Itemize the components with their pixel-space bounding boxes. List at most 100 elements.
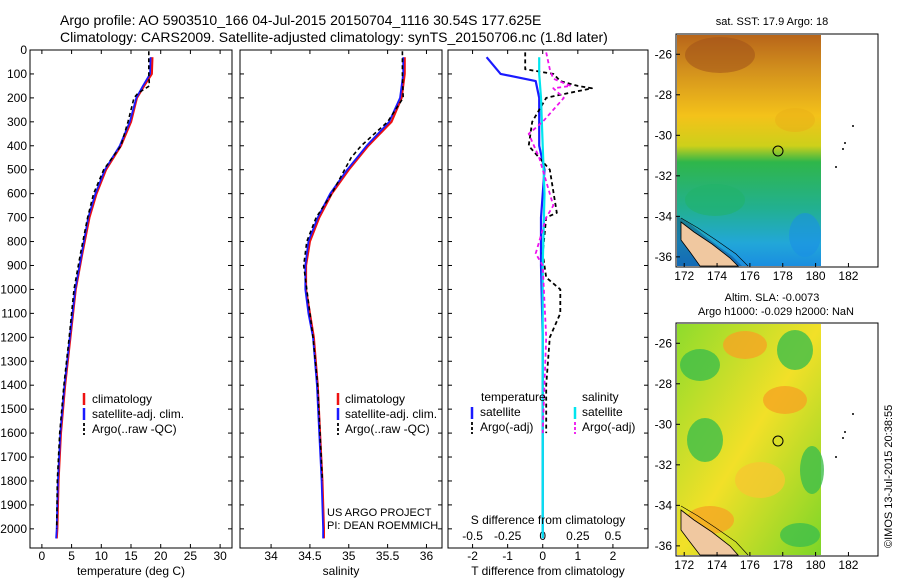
temperature-y-ticks: 0 100 200 300 400 500 600 700 800 900 1000 1100 1200…	[0, 43, 232, 536]
salinity-y-ticks	[240, 49, 442, 530]
x-tick-label: 36	[420, 549, 434, 563]
temperature-lines	[55, 51, 154, 539]
legend-label-satellite: satellite-adj. clim.	[345, 407, 437, 421]
map-x-tick-label: 180	[806, 269, 826, 283]
title-line-1: Argo profile: AO 5903510_166 04-Jul-2015…	[60, 12, 541, 28]
map-y-tick-label: -26	[655, 47, 673, 61]
salinity-xlabel: salinity	[323, 564, 360, 578]
s-difference-label: S difference from climatology	[471, 513, 626, 527]
map-y-tick-label: -34	[655, 209, 673, 223]
y-tick-label: 700	[7, 211, 27, 225]
island-dots	[835, 413, 854, 458]
x-tick-label: 34.5	[298, 549, 322, 563]
difference-legend: temperature salinity satellite Argo(-adj…	[470, 390, 635, 434]
temperature-x-ticks: 0 5 10 15 20 25 30	[39, 50, 227, 563]
legend-label-climatology: climatology	[92, 392, 152, 406]
y-tick-label: 1200	[0, 330, 27, 344]
map-y-tick-label: -30	[655, 417, 673, 431]
sst-map-ticks: 172 174 176 178 180 182 -26 -28 -30 -32 -34 -36	[655, 47, 859, 283]
map-x-tick-label: 182	[838, 558, 858, 572]
difference-y-ticks	[448, 49, 648, 530]
y-tick-label: 300	[7, 115, 27, 129]
map-y-tick-label: -32	[655, 458, 673, 472]
y-tick-label: 1700	[0, 450, 27, 464]
island-dots	[835, 125, 854, 168]
x-tick-label: 1	[574, 549, 581, 563]
map-x-tick-label: 182	[838, 269, 858, 283]
x-tick-label: 25	[184, 549, 198, 563]
sst-map-title: sat. SST: 17.9 Argo: 18	[716, 16, 829, 28]
difference-axes-box	[447, 49, 649, 549]
temperature-panel: 0100200300400500600700800900100011001200…	[0, 43, 233, 578]
salinity-lines	[302, 51, 406, 539]
salinity-panel: 34 34.5 35 35.5 36 salinity climatology sate…	[239, 49, 443, 578]
sla-map-title: Altim. SLA: -0.0073	[725, 292, 820, 304]
map-y-tick-label: -26	[655, 336, 673, 350]
temperature-axes-box	[29, 49, 233, 549]
temperature-legend: climatology satellite-adj. clim. Argo(..…	[82, 392, 184, 436]
x-tick-label: -2	[467, 549, 478, 563]
salinity-x-ticks: 34 34.5 35 35.5 36	[264, 50, 433, 563]
legend-label-argo: Argo(..raw -QC)	[92, 422, 177, 436]
legend-label-t-satellite: satellite	[480, 405, 521, 419]
series-line-s-satellite	[538, 57, 546, 539]
x-tick-label: 5	[68, 549, 75, 563]
y-tick-label: 2000	[0, 522, 27, 536]
x-tick-label: 34	[264, 549, 278, 563]
y-tick-label: 1100	[1, 306, 27, 320]
x-tick-label: 35.5	[376, 549, 400, 563]
y-tick-label: 0	[20, 43, 27, 57]
argo-position-marker	[772, 145, 784, 157]
map-x-tick-label: 178	[773, 269, 793, 283]
difference-xlabel: T difference from climatology	[471, 564, 625, 578]
y-tick-label: 1000	[0, 282, 27, 296]
y-tick-label: 900	[7, 258, 27, 272]
x-tick-label-salinity: -0.5	[462, 529, 483, 543]
argo-position-marker	[772, 435, 784, 447]
difference-lines	[485, 52, 593, 539]
map-y-tick-label: -30	[655, 128, 673, 142]
x-tick-label: 10	[95, 549, 109, 563]
project-label: US ARGO PROJECT	[327, 507, 432, 519]
y-tick-label: 800	[7, 235, 27, 249]
map-x-tick-label: 178	[773, 558, 793, 572]
map-x-tick-label: 174	[707, 558, 727, 572]
map-y-tick-label: -28	[655, 377, 673, 391]
series-line-argo-raw-qc	[55, 51, 151, 529]
legend-label-s-satellite: satellite	[582, 405, 623, 419]
title-line-2: Climatology: CARS2009. Satellite-adjuste…	[60, 29, 608, 45]
salinity-legend: climatology satellite-adj. clim. Argo(..…	[336, 392, 437, 436]
y-tick-label: 500	[7, 163, 27, 177]
sla-map-ticks: 172 174 176 178 180 182 -26 -28 -30 -32 -34 -36	[655, 336, 859, 572]
temperature-xlabel: temperature (deg C)	[77, 564, 185, 578]
new-zealand-coastline	[677, 216, 749, 267]
y-tick-label: 600	[7, 187, 27, 201]
x-tick-label-salinity: 0.5	[605, 529, 622, 543]
series-line-s-argo-adj	[527, 52, 572, 434]
map-x-tick-label: 172	[674, 269, 694, 283]
legend-label-satellite: satellite-adj. clim.	[92, 407, 184, 421]
x-tick-label: 35	[342, 549, 356, 563]
map-y-tick-label: -32	[655, 169, 673, 183]
new-zealand-coastline	[680, 505, 749, 556]
x-tick-label: 20	[154, 549, 168, 563]
map-y-tick-label: -28	[655, 88, 673, 102]
x-tick-label: 15	[124, 549, 138, 563]
y-tick-label: 1800	[0, 474, 27, 488]
legend-label-argo: Argo(..raw -QC)	[345, 422, 430, 436]
x-tick-label: 0	[539, 549, 546, 563]
map-y-tick-label: -36	[655, 539, 673, 553]
sst-map-panel: sat. SST: 17.9 Argo: 18 172 174 176 178 180 1…	[655, 16, 879, 283]
y-tick-label: 1300	[0, 354, 27, 368]
map-x-tick-label: 180	[806, 558, 826, 572]
y-tick-label: 1400	[0, 378, 27, 392]
y-tick-label: 100	[7, 67, 27, 81]
map-y-tick-label: -36	[655, 250, 673, 264]
legend-label-t-argo: Argo(-adj)	[480, 420, 533, 434]
map-x-tick-label: 172	[674, 558, 694, 572]
timestamp-label: ©IMOS 13-Jul-2015 20:38:55	[883, 405, 895, 548]
y-tick-label: 1600	[0, 426, 27, 440]
x-tick-label: 30	[213, 549, 227, 563]
